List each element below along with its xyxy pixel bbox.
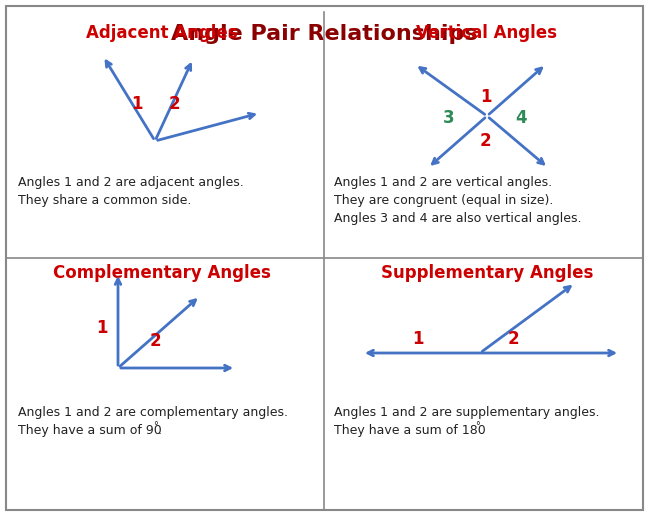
Text: 1: 1 (480, 88, 491, 106)
Text: 1: 1 (131, 95, 143, 113)
Text: .: . (158, 424, 162, 437)
Text: Angles 1 and 2 are supplementary angles.: Angles 1 and 2 are supplementary angles. (334, 406, 600, 419)
Text: Angles 3 and 4 are also vertical angles.: Angles 3 and 4 are also vertical angles. (334, 212, 582, 225)
Text: They have a sum of 90: They have a sum of 90 (18, 424, 162, 437)
Text: .: . (480, 424, 484, 437)
Text: They share a common side.: They share a common side. (18, 194, 191, 207)
Text: °: ° (153, 421, 158, 431)
Text: Adjacent Angles: Adjacent Angles (86, 24, 238, 42)
Text: 2: 2 (169, 95, 180, 113)
Text: Angle Pair Relationships: Angle Pair Relationships (171, 24, 477, 44)
Text: 1: 1 (96, 319, 108, 337)
Text: °: ° (475, 421, 480, 431)
Text: Supplementary Angles: Supplementary Angles (381, 264, 593, 282)
Text: 2: 2 (480, 132, 492, 150)
Text: Vertical Angles: Vertical Angles (417, 24, 557, 42)
Text: Angles 1 and 2 are complementary angles.: Angles 1 and 2 are complementary angles. (18, 406, 288, 419)
Text: Angles 1 and 2 are adjacent angles.: Angles 1 and 2 are adjacent angles. (18, 176, 244, 189)
Text: 2: 2 (508, 330, 520, 348)
Text: 1: 1 (412, 330, 424, 348)
Text: They have a sum of 180: They have a sum of 180 (334, 424, 485, 437)
Text: 2: 2 (150, 332, 162, 350)
Text: 4: 4 (515, 109, 526, 127)
Text: 3: 3 (443, 109, 455, 127)
Text: Angles 1 and 2 are vertical angles.: Angles 1 and 2 are vertical angles. (334, 176, 552, 189)
Text: Complementary Angles: Complementary Angles (53, 264, 271, 282)
Text: They are congruent (equal in size).: They are congruent (equal in size). (334, 194, 554, 207)
